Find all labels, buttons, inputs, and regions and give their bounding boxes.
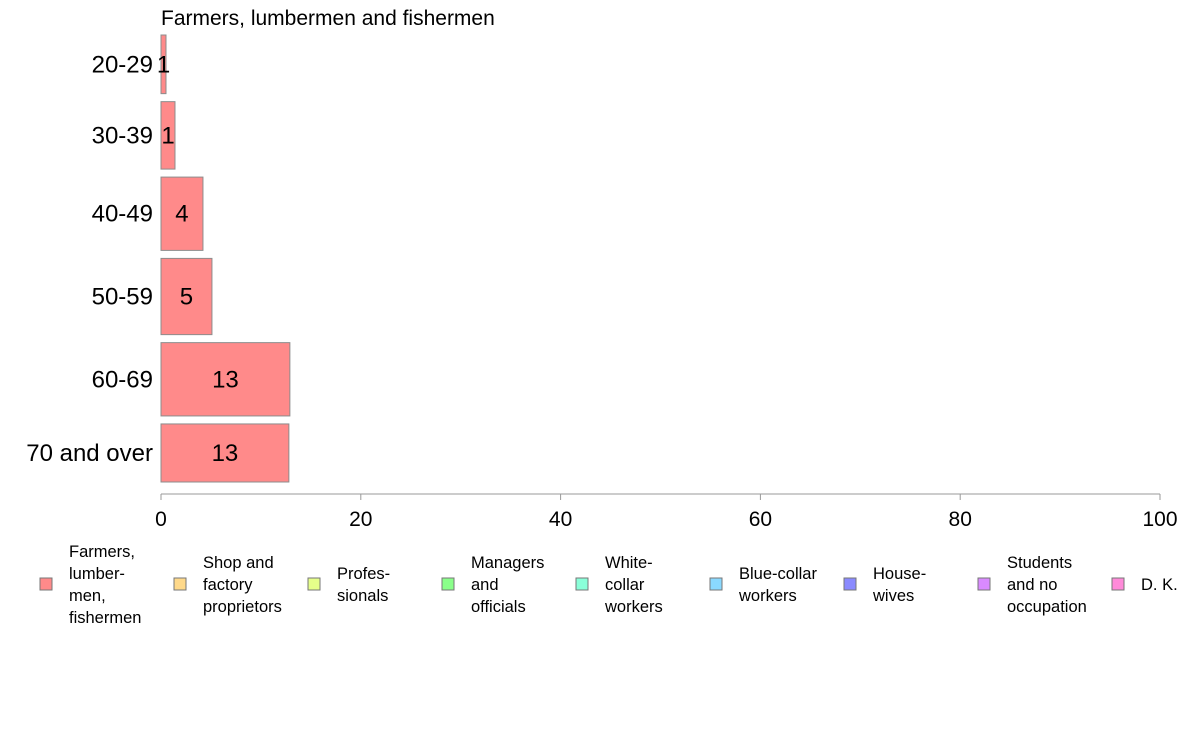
bar-4: [160, 342, 291, 417]
legend-item-0: Farmers, lumber-men, fishermen: [39, 543, 141, 627]
legend-label: White-collar workers: [604, 554, 663, 616]
data-label: 4: [175, 201, 188, 228]
x-tick-label: 40: [549, 508, 572, 531]
legend-label: Students and no occupation: [1007, 554, 1087, 616]
legend-item-2: Profes-sionals: [307, 565, 390, 605]
legend: Farmers, lumber-men, fishermen Shop and fact…: [39, 543, 1178, 627]
x-tick-label: 80: [949, 508, 972, 531]
category-label: 20-29: [92, 51, 153, 78]
legend-label: House-wives: [872, 565, 926, 605]
bar-0: [160, 34, 167, 95]
category-label: 70 and over: [26, 440, 153, 467]
x-tick-label: 0: [155, 508, 167, 531]
category-label: 60-69: [92, 366, 153, 393]
data-label: 1: [157, 51, 170, 78]
legend-swatch: [977, 577, 991, 591]
category-label: 50-59: [92, 284, 153, 311]
legend-swatch: [173, 577, 187, 591]
bar-5: [160, 423, 290, 483]
legend-swatch: [441, 577, 455, 591]
legend-label: Managers and officials: [471, 554, 544, 616]
legend-item-4: White-collar workers: [575, 554, 663, 616]
legend-label: D. K.: [1141, 576, 1178, 594]
data-label: 13: [212, 366, 239, 393]
legend-item-6: House-wives: [843, 565, 926, 605]
legend-swatch: [39, 577, 53, 591]
data-label: 13: [212, 440, 239, 467]
legend-item-7: Students and no occupation: [977, 554, 1087, 616]
legend-label: Farmers, lumber-men, fishermen: [69, 543, 141, 627]
legend-swatch: [307, 577, 321, 591]
chart-title: Farmers, lumbermen and fishermen: [161, 7, 495, 30]
legend-item-5: Blue-collar workers: [709, 565, 817, 605]
data-label: 1: [161, 122, 174, 149]
legend-swatch: [1111, 577, 1125, 591]
legend-swatch: [575, 577, 589, 591]
category-label: 30-39: [92, 122, 153, 149]
x-axis: 0 20 40 60 80 100: [155, 493, 1178, 531]
legend-item-3: Managers and officials: [441, 554, 544, 616]
legend-item-8: D. K.: [1111, 576, 1178, 594]
x-tick-label: 100: [1142, 508, 1177, 531]
legend-swatch: [843, 577, 857, 591]
legend-item-1: Shop and factory proprietors: [173, 554, 282, 616]
legend-label: Profes-sionals: [337, 565, 390, 605]
category-label: 40-49: [92, 201, 153, 228]
bar-3: [160, 257, 213, 336]
bar-2: [160, 176, 204, 251]
legend-label: Shop and factory proprietors: [203, 554, 282, 616]
legend-label: Blue-collar workers: [738, 565, 817, 605]
x-tick-label: 20: [349, 508, 372, 531]
data-label: 5: [180, 284, 193, 311]
legend-swatch: [709, 577, 723, 591]
x-tick-label: 60: [749, 508, 772, 531]
bar-1: [160, 101, 176, 170]
